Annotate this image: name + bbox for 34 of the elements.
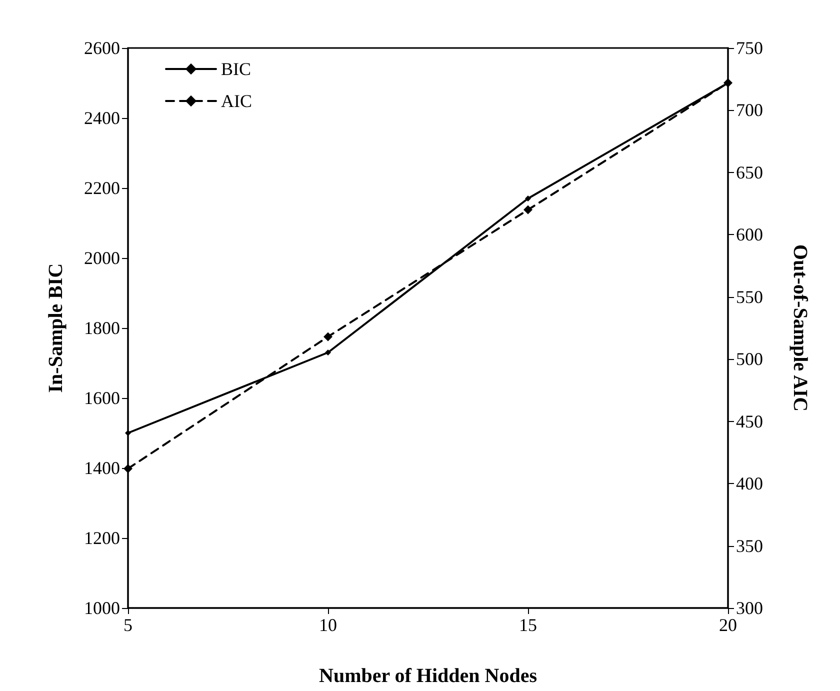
y2-tick-label: 700	[736, 100, 763, 120]
point	[124, 464, 132, 474]
y2-tick-label: 750	[736, 38, 763, 58]
y-tick-label: 2600	[84, 38, 120, 58]
y2-tick-label: 550	[736, 286, 763, 307]
y-tick-label: 2000	[84, 248, 120, 268]
y-tick-label: 1800	[84, 318, 120, 338]
y-tick-label: 1200	[84, 528, 120, 548]
x-axis-title: Number of Hidden Nodes	[319, 665, 538, 687]
y-tick-label: 1400	[84, 458, 120, 478]
legend-label: AIC	[221, 91, 252, 111]
x-tick-label: 20	[719, 615, 737, 635]
y2-tick-label: 400	[736, 474, 763, 494]
legend-label: BIC	[221, 59, 252, 79]
point	[524, 205, 532, 214]
y-axis-title: In-Sample BIC	[45, 263, 67, 393]
y-tick-label: 1000	[84, 598, 120, 618]
y2-tick-label: 600	[736, 224, 763, 245]
point	[325, 350, 331, 356]
y2-tick-label: 650	[736, 162, 763, 182]
y2-tick-label: 500	[736, 349, 763, 370]
x-tick-label: 10	[319, 615, 337, 635]
y2-axis-title: Out-of-Sample AIC	[789, 244, 811, 412]
y2-tick-label: 450	[736, 411, 763, 432]
y-tick-label: 2400	[84, 108, 120, 128]
x-tick-label: 15	[519, 615, 537, 635]
y-tick-label: 2200	[84, 178, 120, 198]
x-tick-label: 5	[124, 615, 132, 635]
y2-tick-label: 350	[736, 536, 763, 556]
y-tick-label: 1600	[84, 388, 120, 408]
y2-tick-label: 300	[736, 598, 763, 618]
point	[324, 332, 332, 342]
point	[125, 430, 131, 436]
point	[525, 196, 531, 202]
